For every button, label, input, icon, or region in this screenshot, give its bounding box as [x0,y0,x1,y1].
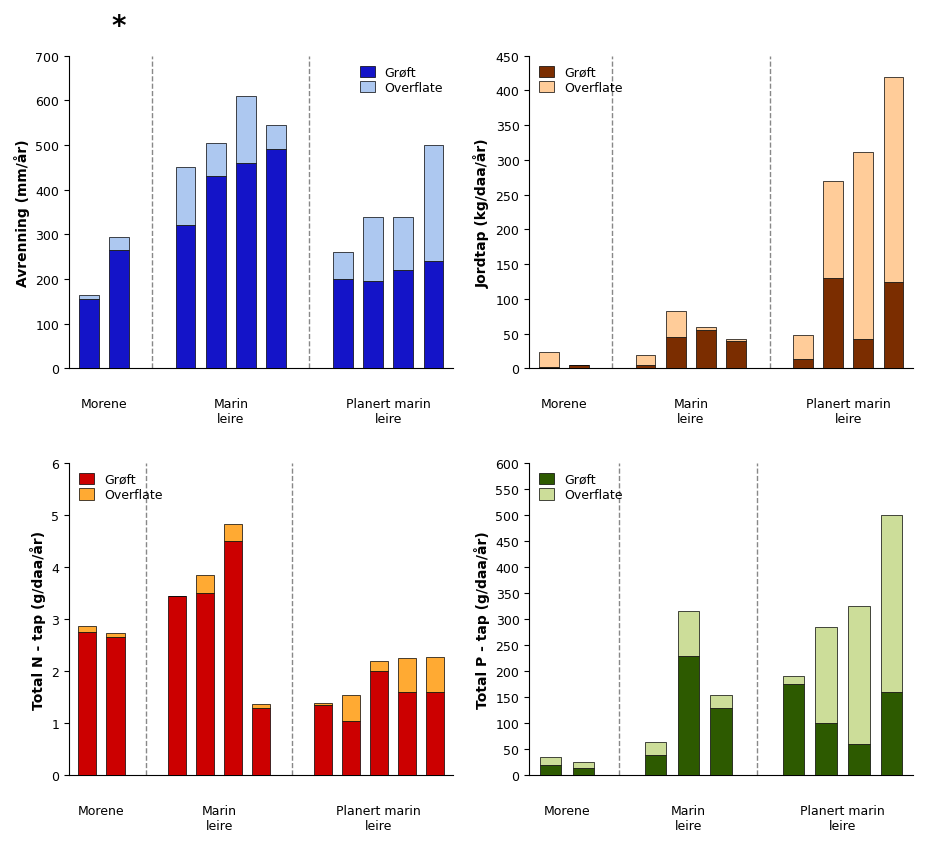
Bar [78,632,96,776]
Bar [882,516,903,692]
Y-axis label: Jordtap (kg/daa/år): Jordtap (kg/daa/år) [474,138,490,288]
Bar [333,279,352,369]
Bar [78,626,96,632]
Bar [370,672,387,776]
Text: Marin
leire: Marin leire [671,803,705,831]
Bar [666,312,686,338]
Bar [539,368,559,369]
Bar [645,742,667,755]
Bar [224,525,242,541]
Bar [224,541,242,776]
Bar [678,656,699,776]
Bar [425,657,444,692]
Bar [206,177,225,369]
Bar [569,365,589,369]
Bar [540,757,561,766]
Bar [696,327,716,331]
Bar [696,331,716,369]
Bar [176,168,196,226]
Bar [636,365,655,369]
Bar [539,352,559,368]
Bar [236,164,256,369]
Legend: Grøft, Overflate: Grøft, Overflate [75,469,167,506]
Bar [823,181,843,279]
Y-axis label: Total N - tap (g/daa/år): Total N - tap (g/daa/år) [30,530,46,709]
Text: Planert marin
leire: Planert marin leire [806,397,891,425]
Bar [848,606,870,744]
Y-axis label: Total P - tap (g/daa/år): Total P - tap (g/daa/år) [474,531,489,708]
Bar [79,295,98,300]
Bar [424,262,443,369]
Bar [109,251,129,369]
Bar [727,341,746,369]
Bar [393,217,413,271]
Bar [883,78,903,282]
Bar [793,336,813,360]
Bar [882,692,903,776]
Bar [266,126,286,150]
Bar [393,271,413,369]
Bar [342,721,360,776]
Text: Morene: Morene [81,397,127,410]
Bar [573,763,594,768]
Text: Marin
leire: Marin leire [213,397,248,425]
Bar [425,692,444,776]
Bar [196,575,214,593]
Bar [109,237,129,251]
Text: Marin
leire: Marin leire [673,397,708,425]
Text: *: * [112,13,126,41]
Text: Planert marin
leire: Planert marin leire [337,803,421,831]
Bar [333,253,352,279]
Bar [636,356,655,365]
Bar [883,282,903,369]
Bar [363,282,383,369]
Bar [236,97,256,164]
Bar [342,695,360,721]
Bar [398,658,416,692]
Bar [854,153,873,340]
Bar [573,768,594,776]
Bar [313,703,332,706]
Bar [168,596,186,776]
Text: Morene: Morene [540,397,588,410]
Legend: Grøft, Overflate: Grøft, Overflate [356,62,447,99]
Bar [645,755,667,776]
Bar [782,684,804,776]
Bar [782,677,804,684]
Bar [816,723,837,776]
Text: Morene: Morene [543,803,590,817]
Bar [816,627,837,723]
Bar [678,612,699,656]
Bar [266,150,286,369]
Bar [363,217,383,282]
Y-axis label: Avrenning (mm/år): Avrenning (mm/år) [14,139,30,286]
Bar [107,634,124,637]
Legend: Grøft, Overflate: Grøft, Overflate [536,469,627,506]
Bar [196,593,214,776]
Bar [710,708,731,776]
Bar [710,695,731,708]
Bar [206,143,225,177]
Bar [398,692,416,776]
Bar [666,338,686,369]
Bar [727,340,746,341]
Bar [424,146,443,262]
Bar [793,360,813,369]
Text: Marin
leire: Marin leire [201,803,236,831]
Legend: Grøft, Overflate: Grøft, Overflate [536,62,627,99]
Bar [854,340,873,369]
Text: Planert marin
leire: Planert marin leire [346,397,430,425]
Bar [848,744,870,776]
Bar [176,226,196,369]
Bar [252,708,271,776]
Bar [79,300,98,369]
Bar [313,706,332,776]
Text: Morene: Morene [78,803,125,817]
Bar [823,279,843,369]
Text: Planert marin
leire: Planert marin leire [800,803,885,831]
Bar [370,661,387,672]
Bar [107,637,124,776]
Bar [252,704,271,708]
Bar [540,766,561,776]
